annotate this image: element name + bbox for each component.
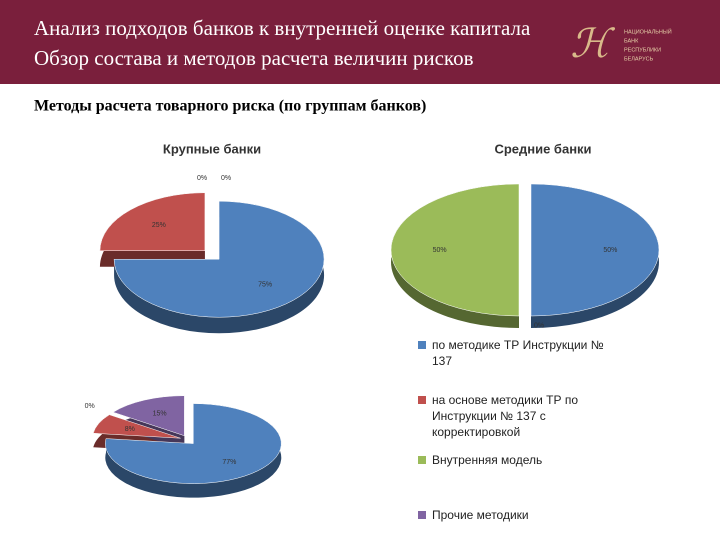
data-label: 8% bbox=[125, 426, 135, 433]
data-label: 75% bbox=[258, 282, 272, 289]
data-label: 0% bbox=[85, 403, 95, 410]
header-title: Обзор состава и методов расчета величин … bbox=[34, 46, 474, 70]
slice bbox=[390, 183, 520, 317]
data-label: 50% bbox=[433, 247, 447, 254]
header-bar bbox=[0, 0, 720, 84]
data-label: 0% bbox=[221, 175, 231, 182]
slice bbox=[113, 200, 325, 318]
slice bbox=[99, 192, 206, 252]
slice bbox=[530, 183, 660, 317]
logo-text: НАЦИОНАЛЬНЫЙ bbox=[624, 27, 672, 35]
logo-text: БЕЛАРУСЬ bbox=[624, 56, 654, 62]
data-label: 25% bbox=[152, 222, 166, 229]
pie-tops bbox=[92, 395, 282, 484]
chart-title: Крупные банки bbox=[163, 141, 261, 156]
legend-item: на основе методики ТР по Инструкции № 13… bbox=[418, 392, 622, 440]
legend-item: Прочие методики bbox=[418, 507, 622, 523]
data-label: 15% bbox=[153, 410, 167, 417]
slice bbox=[112, 395, 185, 437]
legend-item: по методике ТР Инструкции № 137 bbox=[418, 337, 622, 369]
legend-swatch bbox=[418, 511, 426, 519]
legend-label: Прочие методики bbox=[432, 508, 529, 522]
header-title: Анализ подходов банков к внутренней оцен… bbox=[34, 16, 531, 40]
data-label: 0% bbox=[197, 175, 207, 182]
pie-tops bbox=[390, 183, 660, 317]
legend-swatch bbox=[418, 341, 426, 349]
pie-labels: 77% 8% 0% 15% bbox=[85, 403, 237, 466]
logo-text: РЕСПУБЛИКИ bbox=[624, 47, 661, 53]
data-label: 77% bbox=[222, 459, 236, 466]
slice bbox=[92, 414, 181, 439]
logo-text: БАНК bbox=[624, 38, 639, 44]
legend-swatch bbox=[418, 456, 426, 464]
pie-labels: 75% 25% 0% 0% bbox=[152, 175, 272, 288]
legend-label: по методике ТР Инструкции № 137 bbox=[432, 338, 604, 368]
pie-labels: 50% 0% 50% bbox=[433, 247, 618, 330]
chart-title: Средние банки bbox=[494, 141, 591, 156]
data-label: 50% bbox=[603, 247, 617, 254]
pie-tops bbox=[99, 192, 325, 318]
legend-item: Внутренняя модель bbox=[418, 452, 622, 468]
slice bbox=[105, 403, 282, 484]
subtitle: Методы расчета товарного риска (по групп… bbox=[34, 98, 426, 115]
legend-swatch bbox=[418, 396, 426, 404]
data-label: 0% bbox=[534, 322, 544, 329]
legend-label: Внутренняя модель bbox=[432, 453, 543, 467]
logo-emblem: ℋ bbox=[570, 21, 615, 66]
legend-label: на основе методики ТР по Инструкции № 13… bbox=[432, 393, 578, 439]
